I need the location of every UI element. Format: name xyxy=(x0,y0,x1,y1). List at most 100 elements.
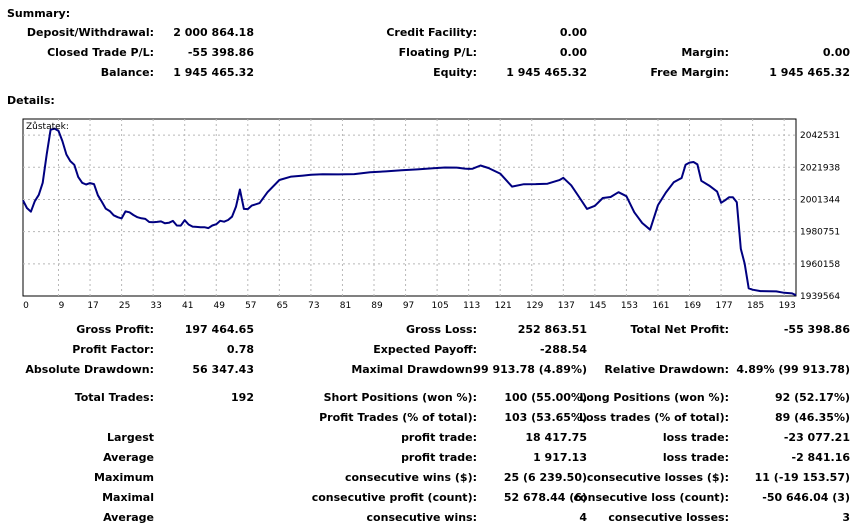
x-axis-ticks: 0 9 17 25 33 41 49 57 65 73 81 89 97 105 113 121 129 137 1… xyxy=(23,301,796,311)
x-tick-label: 65 xyxy=(277,301,288,311)
x-tick-label: 41 xyxy=(182,301,193,311)
stat-value-3: 92 (52.17%) xyxy=(774,391,850,404)
x-tick-label: 121 xyxy=(495,301,512,311)
stat-label-2: Profit Trades (% of total): xyxy=(319,411,477,424)
stat-value-1: 56 347.43 xyxy=(192,363,254,376)
stat-value-2: 25 (6 239.50) xyxy=(503,471,587,484)
stat-value-3: 89 (46.35%) xyxy=(774,411,850,424)
equity-value: 1 945 465.32 xyxy=(506,66,587,79)
balance-label: Balance: xyxy=(100,66,154,79)
balance-value: 1 945 465.32 xyxy=(173,66,254,79)
floating-pl-value: 0.00 xyxy=(559,46,587,59)
x-tick-label: 161 xyxy=(652,301,669,311)
x-tick-label: 0 xyxy=(23,301,29,311)
x-tick-label: 81 xyxy=(340,301,351,311)
y-tick-label: 1939564 xyxy=(800,292,840,302)
y-tick-label: 1980751 xyxy=(800,228,840,238)
stat-label-1: Profit Factor: xyxy=(72,343,154,356)
free-margin-label: Free Margin: xyxy=(650,66,729,79)
stat-label-2: profit trade: xyxy=(401,451,477,464)
stat-label-2: Gross Loss: xyxy=(406,323,477,336)
stat-value-3: -55 398.86 xyxy=(783,323,850,336)
equity-label: Equity: xyxy=(433,66,477,79)
stat-value-1: 197 464.65 xyxy=(184,323,254,336)
x-tick-label: 57 xyxy=(245,301,256,311)
stat-value-3: -2 841.16 xyxy=(791,451,851,464)
floating-pl-label: Floating P/L: xyxy=(398,46,477,59)
x-tick-label: 193 xyxy=(779,301,796,311)
x-tick-label: 89 xyxy=(371,301,383,311)
x-tick-label: 9 xyxy=(59,301,65,311)
stat-label-3: consecutive losses: xyxy=(608,511,729,524)
stat-value-3: 11 (-19 153.57) xyxy=(754,471,850,484)
stat-value-3: 3 xyxy=(842,511,850,524)
stat-label-1: Average xyxy=(103,451,154,464)
stat-label-2: Short Positions (won %): xyxy=(323,391,477,404)
stat-label-2: consecutive wins: xyxy=(366,511,477,524)
stat-label-3: Relative Drawdown: xyxy=(604,363,729,376)
stat-value-2: 103 (53.65%) xyxy=(504,411,587,424)
balance-series-line xyxy=(22,127,797,297)
closed-pl-label: Closed Trade P/L: xyxy=(47,46,154,59)
x-tick-label: 17 xyxy=(87,301,98,311)
x-tick-label: 177 xyxy=(715,301,732,311)
stat-label-3: consecutive loss (count): xyxy=(573,491,729,504)
closed-pl-value: -55 398.86 xyxy=(187,46,254,59)
summary-title: Summary: xyxy=(7,7,71,20)
x-tick-label: 169 xyxy=(684,301,701,311)
stat-label-1: Gross Profit: xyxy=(76,323,154,336)
x-tick-label: 105 xyxy=(432,301,449,311)
stat-label-3: loss trade: xyxy=(662,431,729,444)
stat-label-1: Average xyxy=(103,511,154,524)
margin-value: 0.00 xyxy=(822,46,850,59)
stat-value-3: 4.89% (99 913.78) xyxy=(736,363,850,376)
stat-label-3: loss trade: xyxy=(662,451,729,464)
plot-frame xyxy=(22,118,797,297)
y-axis-ticks: 2042531 2021938 2001344 1980751 1960158 19395… xyxy=(800,131,840,302)
stat-value-1: 192 xyxy=(231,391,254,404)
credit-label: Credit Facility: xyxy=(386,26,477,39)
x-tick-label: 97 xyxy=(403,301,414,311)
stat-value-1: 0.78 xyxy=(226,343,254,356)
x-tick-label: 33 xyxy=(150,301,161,311)
y-tick-label: 1960158 xyxy=(800,260,840,270)
stat-value-2: 252 863.51 xyxy=(517,323,587,336)
stat-label-1: Absolute Drawdown: xyxy=(25,363,154,376)
stat-label-3: Long Positions (won %): xyxy=(579,391,729,404)
x-tick-label: 137 xyxy=(558,301,575,311)
stat-label-2: Maximal Drawdown: xyxy=(351,363,477,376)
stat-value-3: -23 077.21 xyxy=(783,431,850,444)
stat-label-1: Total Trades: xyxy=(74,391,154,404)
x-tick-label: 113 xyxy=(463,301,480,311)
stat-value-2: 1 917.13 xyxy=(533,451,587,464)
x-tick-label: 49 xyxy=(214,301,226,311)
x-tick-label: 25 xyxy=(119,301,130,311)
stat-value-3: -50 646.04 (3) xyxy=(762,491,850,504)
chart-title: Zůstatek: xyxy=(26,121,69,132)
y-tick-label: 2001344 xyxy=(800,195,840,205)
margin-label: Margin: xyxy=(681,46,729,59)
stat-label-2: consecutive wins ($): xyxy=(344,471,477,484)
deposit-label: Deposit/Withdrawal: xyxy=(26,26,154,39)
details-title: Details: xyxy=(7,94,55,107)
x-tick-label: 145 xyxy=(589,301,606,311)
stat-value-2: 52 678.44 (6) xyxy=(503,491,587,504)
x-tick-label: 73 xyxy=(308,301,319,311)
y-tick-label: 2042531 xyxy=(800,131,840,141)
credit-value: 0.00 xyxy=(559,26,587,39)
stat-label-3: Loss trades (% of total): xyxy=(578,411,729,424)
stat-value-2: 4 xyxy=(579,511,587,524)
y-tick-label: 2021938 xyxy=(800,163,840,173)
stat-label-2: consecutive profit (count): xyxy=(311,491,477,504)
stat-label-2: profit trade: xyxy=(401,431,477,444)
chart-grid xyxy=(23,119,796,296)
stat-value-2: -288.54 xyxy=(539,343,587,356)
stat-label-1: Maximum xyxy=(94,471,154,484)
free-margin-value: 1 945 465.32 xyxy=(769,66,850,79)
stat-label-1: Maximal xyxy=(102,491,154,504)
stat-value-2: 18 417.75 xyxy=(525,431,587,444)
stat-label-3: consecutive losses ($): xyxy=(586,471,729,484)
deposit-value: 2 000 864.18 xyxy=(173,26,254,39)
x-tick-label: 185 xyxy=(747,301,764,311)
stat-label-2: Expected Payoff: xyxy=(373,343,477,356)
